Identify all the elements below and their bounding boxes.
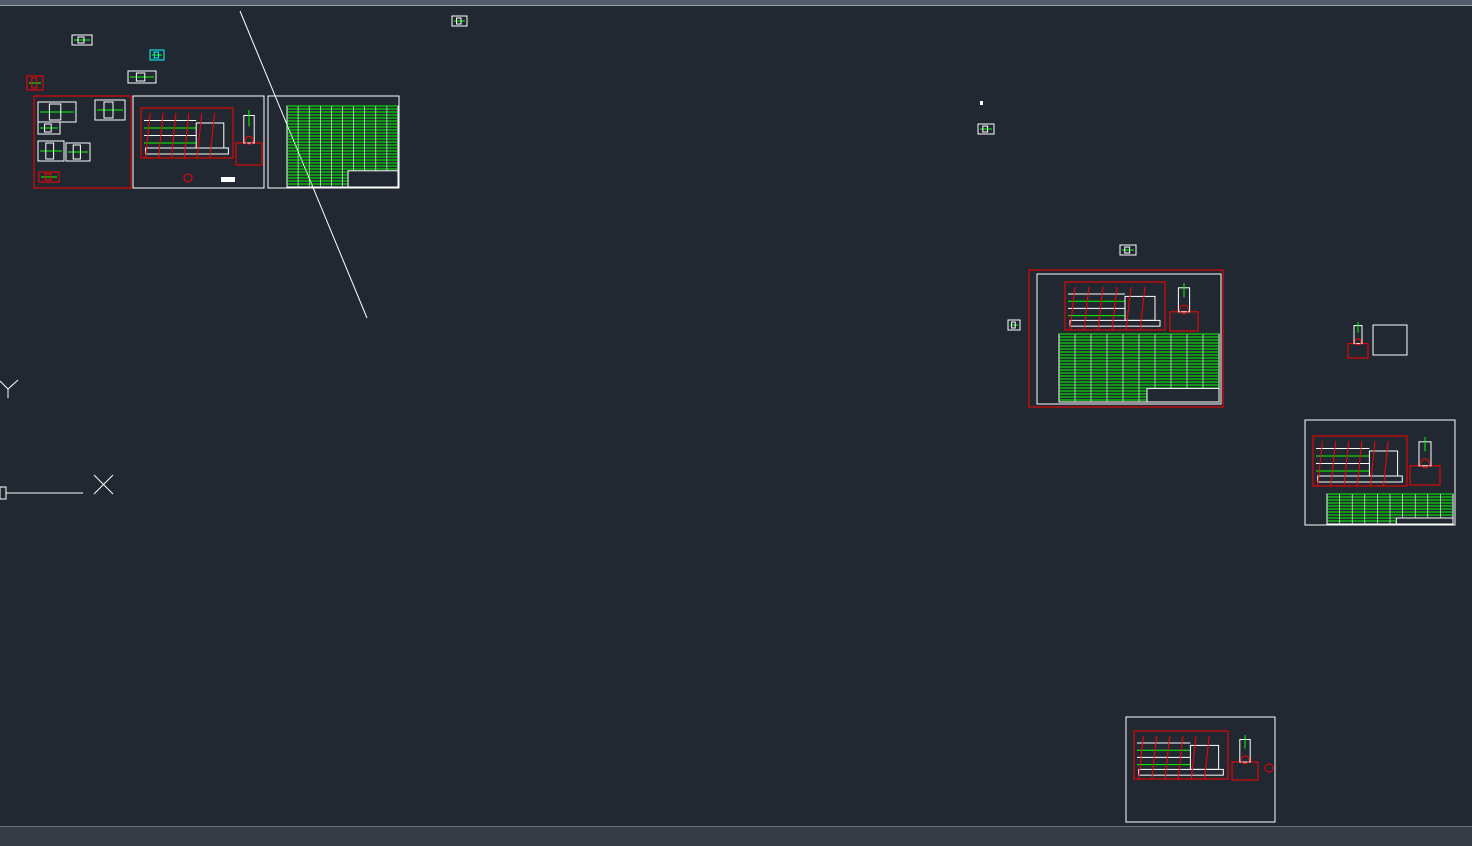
part-view[interactable] xyxy=(1347,322,1408,359)
sheet-border xyxy=(132,95,265,189)
sheet-border xyxy=(1125,716,1276,823)
drawing-sheet-parts[interactable] xyxy=(33,95,132,189)
part-block[interactable] xyxy=(37,101,77,123)
status-bar-strip xyxy=(0,826,1472,846)
part-block[interactable] xyxy=(127,70,157,84)
drawing-sheet-assembly[interactable] xyxy=(132,95,265,189)
drawing-sheet-assembly-3[interactable] xyxy=(1125,716,1276,823)
ucs-icon xyxy=(0,379,114,500)
part-block[interactable] xyxy=(37,140,65,162)
sheet-border xyxy=(33,95,132,189)
part-block[interactable] xyxy=(38,171,60,183)
sheet-border xyxy=(267,95,400,189)
sheet-border xyxy=(1304,419,1456,526)
top-toolbar-strip xyxy=(0,0,1472,6)
sheet-border xyxy=(1028,269,1224,408)
construction-line[interactable] xyxy=(239,10,368,319)
part-block[interactable] xyxy=(65,142,91,162)
part-block[interactable] xyxy=(451,15,468,27)
drawing-sheet-bom[interactable] xyxy=(267,95,400,189)
part-block[interactable] xyxy=(149,49,165,61)
drawing-canvas[interactable] xyxy=(0,6,1472,826)
part-block[interactable] xyxy=(94,99,126,121)
drawing-sheet-assembly-bom-2[interactable] xyxy=(1304,419,1456,526)
part-block[interactable] xyxy=(26,75,44,91)
part-block[interactable] xyxy=(71,34,93,46)
drawing-sheet-assembly-bom[interactable] xyxy=(1028,269,1224,408)
part-block[interactable] xyxy=(37,121,61,135)
part-block[interactable] xyxy=(1119,244,1137,256)
part-block[interactable] xyxy=(977,123,995,135)
part-block[interactable] xyxy=(1007,319,1021,331)
